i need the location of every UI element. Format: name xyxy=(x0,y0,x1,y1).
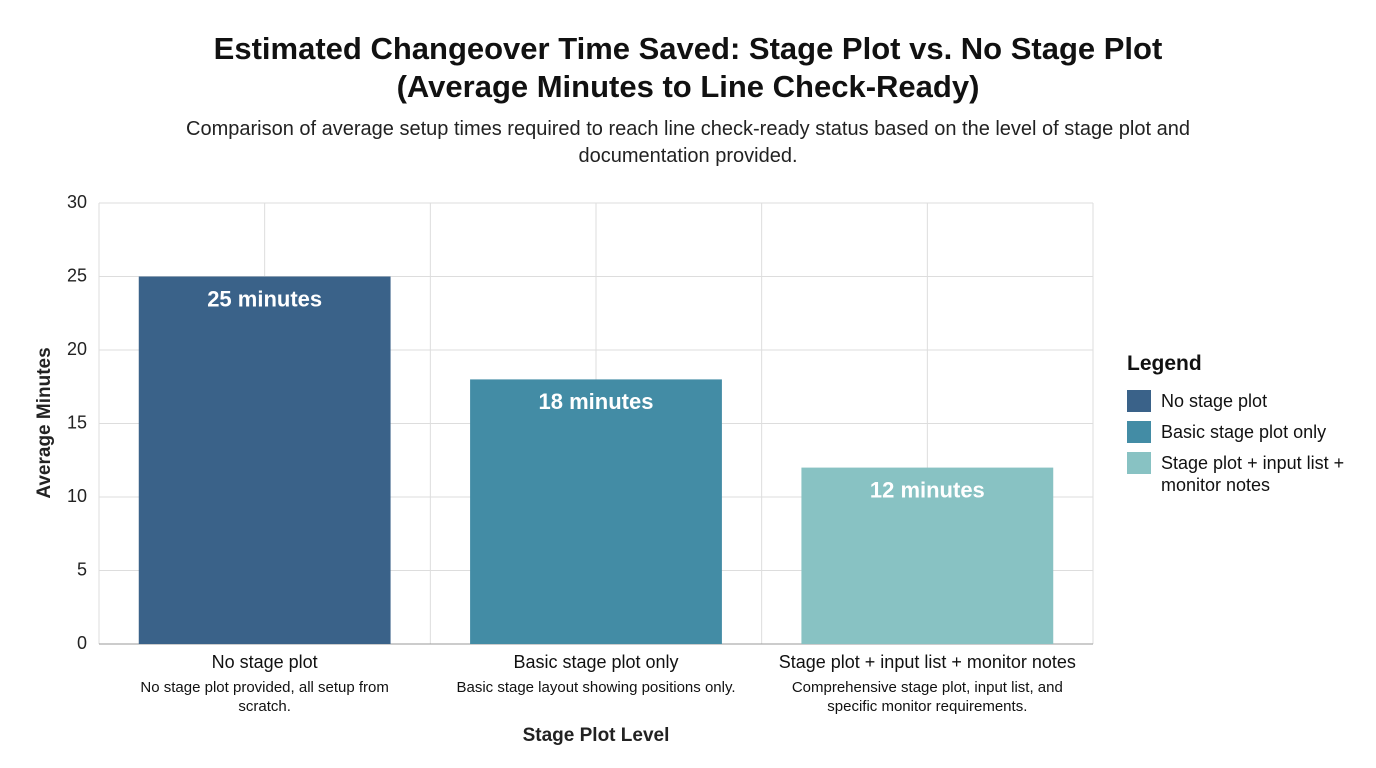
y-tick-label: 25 xyxy=(67,265,87,285)
legend-item: Stage plot + input list + monitor notes xyxy=(1127,452,1357,496)
x-tick-label: Stage plot + input list + monitor notes xyxy=(778,652,1076,672)
category-note: Comprehensive stage plot, input list, an… xyxy=(791,679,1063,715)
x-tick-label: No stage plot xyxy=(211,652,318,672)
y-tick-label: 0 xyxy=(77,633,87,653)
y-tick-label: 5 xyxy=(77,559,87,579)
chart-subtitle: Comparison of average setup times requir… xyxy=(186,118,1190,167)
legend-item: No stage plot xyxy=(1127,390,1357,412)
data-label: 18 minutes xyxy=(539,389,654,414)
legend-swatch xyxy=(1127,452,1151,474)
category-note: Basic stage layout showing positions onl… xyxy=(456,679,736,696)
legend-label: Stage plot + input list + monitor notes xyxy=(1161,453,1345,495)
y-axis-label: Average Minutes xyxy=(34,347,55,498)
chart-title: Estimated Changeover Time Saved: Stage P… xyxy=(213,31,1163,104)
legend: Legend No stage plot Basic stage plot onl… xyxy=(1127,352,1357,505)
y-tick-label: 10 xyxy=(67,486,87,506)
x-tick-label: Basic stage plot only xyxy=(513,652,679,672)
y-tick-label: 30 xyxy=(67,192,87,212)
x-axis-label: Stage Plot Level xyxy=(523,725,670,746)
legend-swatch xyxy=(1127,390,1151,412)
data-label: 12 minutes xyxy=(870,477,985,502)
legend-title: Legend xyxy=(1127,352,1202,375)
legend-item: Basic stage plot only xyxy=(1127,421,1357,443)
legend-label: No stage plot xyxy=(1161,391,1268,411)
legend-swatch xyxy=(1127,421,1151,443)
y-tick-label: 15 xyxy=(67,412,87,432)
y-tick-label: 20 xyxy=(67,339,87,359)
bar xyxy=(138,276,391,644)
category-note: No stage plot provided, all setup from s… xyxy=(140,679,389,715)
bar xyxy=(470,379,722,644)
data-label: 25 minutes xyxy=(207,286,322,311)
legend-label: Basic stage plot only xyxy=(1161,422,1327,442)
bar xyxy=(801,467,1054,644)
